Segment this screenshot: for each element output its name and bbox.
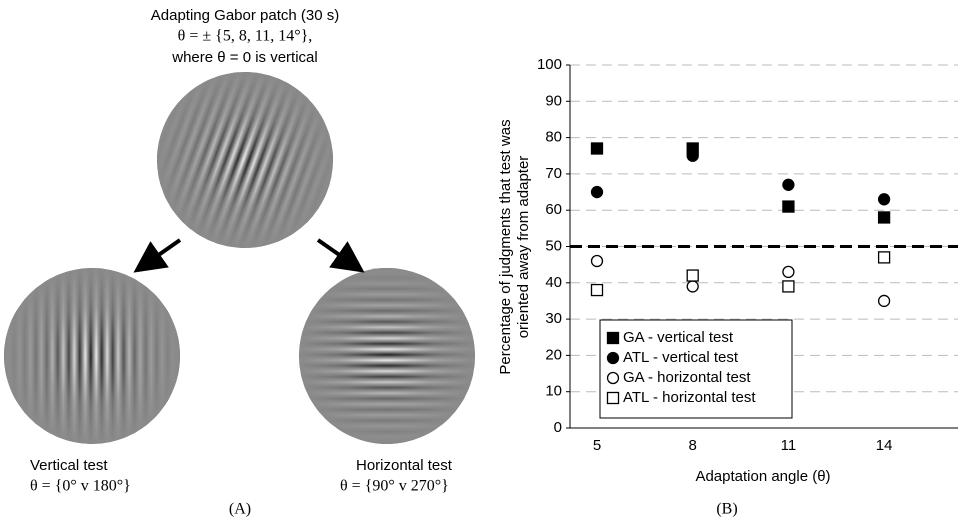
marker [782,280,795,293]
x-tick-label: 14 [876,437,893,454]
marker [877,211,891,224]
legend-marker [606,351,620,365]
marker [877,294,891,308]
x-axis-label: Adaptation angle (θ) [695,468,830,485]
legend-label: GA - horizontal test [623,369,751,386]
x-tick-label: 8 [689,437,697,454]
y-tick-label: 50 [545,237,562,254]
legend-marker [606,371,620,385]
y-tick-label: 80 [545,129,562,146]
y-axis-label: Percentage of judgments that test was or… [497,119,532,374]
y-tick-label: 60 [545,201,562,218]
vertical-label: Vertical test [30,457,108,474]
marker [877,193,891,206]
marker [686,269,699,282]
y-tick-label: 0 [554,419,562,436]
x-tick-label: 11 [781,437,797,454]
marker [877,251,891,264]
x-tick-label: 5 [593,437,601,454]
gabor-adapter [157,72,333,248]
y-tick-label: 70 [545,165,562,182]
adapter-angles: θ = ± {5, 8, 11, 14°}, [178,28,313,45]
legend-label: ATL - vertical test [623,349,739,366]
gabor-vertical [4,268,180,444]
marker [686,280,699,293]
marker [782,178,795,191]
y-tick-label: 90 [545,92,562,109]
arrow [133,238,182,273]
legend-box [599,319,793,419]
legend-label: ATL - horizontal test [623,389,756,406]
y-tick-label: 40 [545,274,562,291]
marker [782,200,795,213]
adapter-note: where θ = 0 is vertical [171,49,317,66]
y-axis-label-line: oriented away from adapter [515,156,532,339]
panel-label: (B) [716,501,737,518]
marker [686,149,699,162]
vertical-angles: θ = {0° v 180°} [30,478,131,495]
marker [590,142,604,155]
y-tick-label: 20 [545,346,562,363]
y-tick-label: 100 [537,56,562,73]
y-tick-label: 30 [545,310,562,327]
y-axis-label-line: Percentage of judgments that test was [497,119,514,374]
adapter-title: Adapting Gabor patch (30 s) [151,7,339,24]
panel-label: (A) [229,501,251,518]
legend-marker [606,331,620,345]
horizontal-angles: θ = {90° v 270°} [340,478,449,495]
arrow [316,238,365,273]
marker [590,283,604,297]
marker [782,265,795,279]
gabor-horizontal [299,268,475,444]
marker [590,185,604,199]
horizontal-label: Horizontal test [356,457,453,474]
marker [590,254,604,268]
y-tick-label: 10 [545,383,562,400]
legend-label: GA - vertical test [623,329,734,346]
legend-marker [606,391,620,405]
